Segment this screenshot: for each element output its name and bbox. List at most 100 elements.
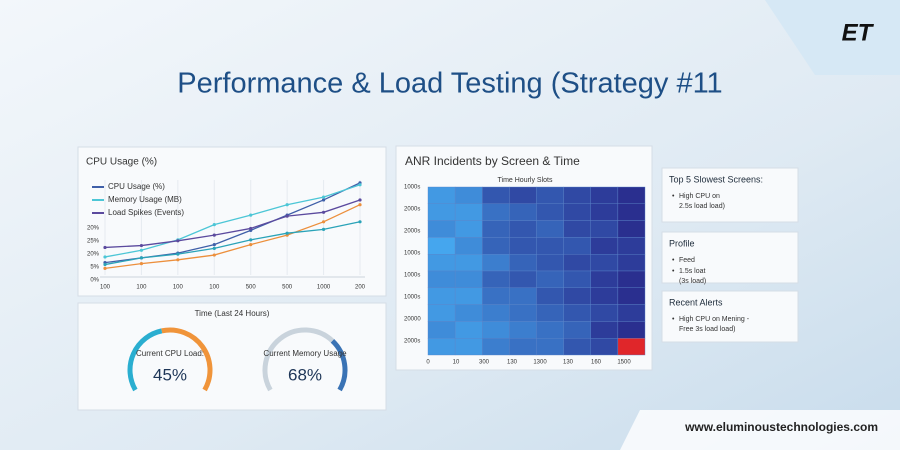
heatmap-cell xyxy=(509,253,537,272)
panel-item-line: High CPU on xyxy=(679,193,720,200)
gauge-value-label: 68% xyxy=(288,365,322,384)
point xyxy=(321,227,326,231)
heatmap-cell xyxy=(509,237,537,255)
point xyxy=(249,243,253,247)
point xyxy=(285,214,289,218)
point xyxy=(139,248,144,252)
y-tick-label: 20000 xyxy=(404,317,421,323)
point xyxy=(139,262,144,266)
heatmap-cell xyxy=(454,270,483,288)
panel-item: High CPU on 2.5s load load) xyxy=(679,193,725,210)
x-tick-label: 100 xyxy=(209,285,220,291)
y-tick-label: 1000s xyxy=(404,295,420,301)
point xyxy=(103,255,107,259)
panel-item-line: High CPU on Mening - xyxy=(679,316,750,323)
heatmap-cell xyxy=(482,287,510,305)
gauge-value-label: 45% xyxy=(153,365,187,384)
panel-item-line: 2.5s load load) xyxy=(679,203,725,210)
legend-label: CPU Usage (%) xyxy=(108,182,165,191)
info-panel xyxy=(661,167,799,223)
x-tick-label: 300 xyxy=(479,360,490,366)
heatmap-cell xyxy=(590,220,619,238)
series-line xyxy=(104,184,361,258)
heatmap-cell xyxy=(590,321,619,339)
heatmap-cell xyxy=(617,287,646,305)
heatmap-cell xyxy=(509,287,537,305)
point xyxy=(103,245,107,250)
heatmap-cell xyxy=(454,287,483,305)
heatmap-cell xyxy=(563,203,591,221)
heatmap-cell xyxy=(563,237,591,255)
heatmap-cell xyxy=(482,237,510,255)
heatmap-cell xyxy=(427,237,456,255)
heatmap-cell xyxy=(563,321,591,339)
heatmap-cell xyxy=(590,338,619,356)
x-tick-label: 0 xyxy=(426,360,430,366)
x-tick-label: 100 xyxy=(136,285,147,291)
heatmap-cell xyxy=(482,338,510,356)
point xyxy=(176,258,180,262)
heatmap-cell xyxy=(454,321,483,339)
point xyxy=(285,231,289,235)
panel-title: Profile xyxy=(669,238,695,248)
heatmap-cell xyxy=(617,203,646,221)
heatmap-cell xyxy=(454,186,483,204)
panel-item: 1.5s loat (3s load) xyxy=(679,268,706,285)
heatmap-cell xyxy=(617,321,646,339)
bullet: • xyxy=(672,316,675,323)
gauge-panel xyxy=(77,302,387,411)
point xyxy=(103,266,107,270)
panel-item-line: (3s load) xyxy=(679,278,706,285)
heatmap-cell xyxy=(482,321,510,339)
heatmap-cell xyxy=(427,203,456,221)
x-tick-label: 1500 xyxy=(617,360,631,366)
heatmap-cell xyxy=(536,304,564,322)
page-title: Performance & Load Testing (Strategy #11 xyxy=(177,68,722,100)
panel-item: High CPU on Mening - Free 3s load load) xyxy=(679,316,750,333)
heatmap-cell xyxy=(509,338,537,356)
bullet: • xyxy=(672,257,675,264)
point xyxy=(176,239,180,243)
legend-label: Memory Usage (MB) xyxy=(108,195,182,204)
heatmap-cell xyxy=(590,270,619,288)
point xyxy=(176,252,180,256)
heatmap-cell xyxy=(536,253,564,272)
gauge-label: Current CPU Load: xyxy=(136,349,204,358)
x-tick-label: 200 xyxy=(355,285,366,291)
point xyxy=(212,243,216,247)
heatmap-cell xyxy=(454,338,483,356)
point xyxy=(358,220,362,224)
gauge-track xyxy=(161,327,213,392)
x-tick-label: 500 xyxy=(282,285,293,291)
heatmap-cell xyxy=(454,237,483,255)
heatmap-cell xyxy=(617,270,646,288)
heatmap-cell xyxy=(563,304,591,322)
heatmap-cell xyxy=(590,287,619,305)
heatmap-cell xyxy=(536,203,564,221)
chart-subtitle: Time Hourly Slots xyxy=(498,177,553,184)
heatmap-cell xyxy=(427,220,456,238)
heatmap-cell xyxy=(617,186,646,204)
heatmap-cell xyxy=(482,203,510,221)
heatmap-cell xyxy=(590,203,619,221)
heatmap-cell xyxy=(482,270,510,288)
y-tick-label: 20% xyxy=(87,252,100,258)
heatmap-cell xyxy=(454,304,483,322)
y-tick-label: 2000s xyxy=(404,207,420,213)
series-line xyxy=(104,221,361,266)
point xyxy=(139,256,144,260)
point xyxy=(139,243,144,248)
point xyxy=(358,198,362,202)
x-tick-label: 10 xyxy=(453,360,460,366)
legend-label: Load Spikes (Events) xyxy=(108,208,184,217)
heatmap-cell xyxy=(617,304,646,322)
x-tick-label: 100 xyxy=(173,285,184,291)
gauge-label: Current Memory Usage xyxy=(263,349,347,358)
footer-backdrop xyxy=(620,410,900,450)
point xyxy=(212,233,216,237)
heatmap-cell xyxy=(454,203,483,221)
heatmap-cell xyxy=(509,304,537,322)
x-tick-label: 160 xyxy=(591,360,602,366)
gauge-panel-title: Time (Last 24 Hours) xyxy=(195,309,270,318)
